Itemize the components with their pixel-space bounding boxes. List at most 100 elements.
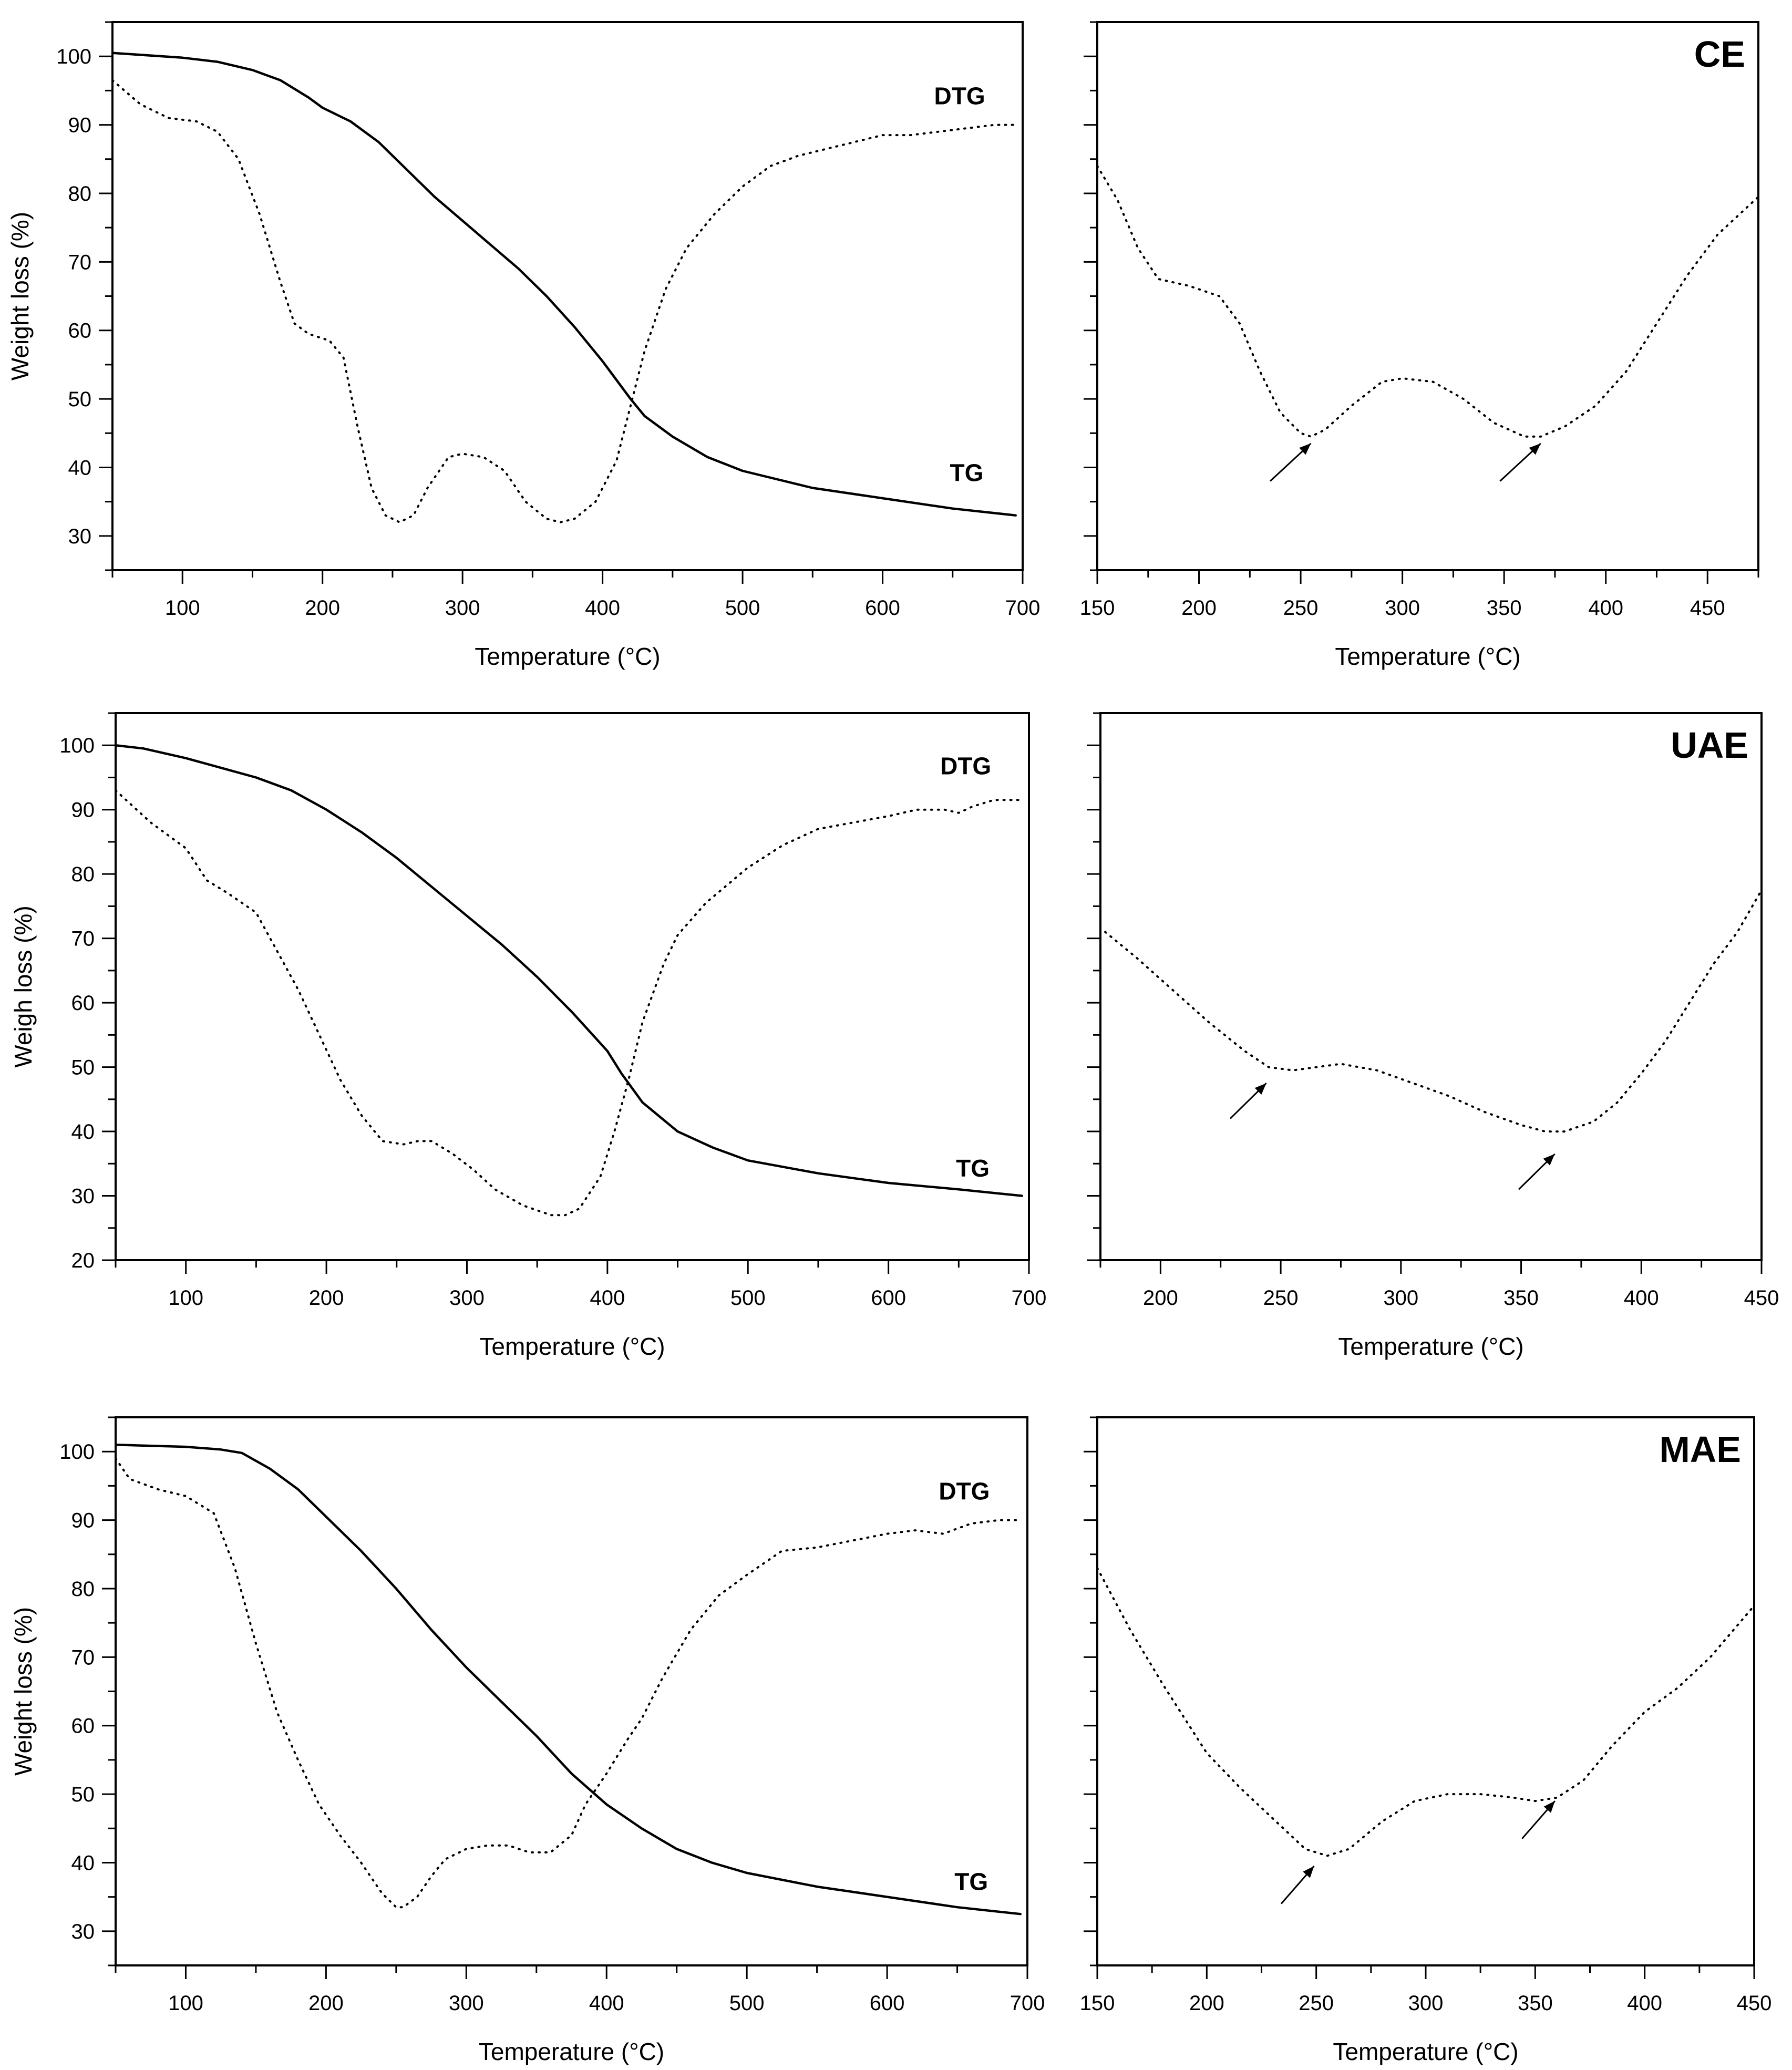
ce-main-x-tick-label: 700 [1005, 596, 1041, 620]
ce-zoom-panel-label: CE [1694, 34, 1745, 75]
uae-main-y-tick-label: 70 [71, 928, 95, 951]
ce-main-x-tick-label: 600 [865, 596, 900, 620]
mae-main-x-tick-label: 300 [449, 1992, 484, 2015]
mae-main-x-tick-label: 700 [1010, 1992, 1045, 2015]
uae-zoom-x-tick-label: 450 [1744, 1286, 1779, 1310]
ce-main-x-tick-label: 500 [725, 596, 760, 620]
uae-zoom-frame [1099, 712, 1763, 1261]
ce-main-x-tick-label: 400 [585, 596, 620, 620]
ce-zoom-x-tick-label: 200 [1181, 596, 1217, 620]
uae-zoom-panel-label: UAE [1671, 725, 1748, 766]
mae-main-y-tick-label: 70 [71, 1646, 95, 1669]
mae-zoom-x-tick-label: 300 [1408, 1992, 1444, 2015]
mae-main-series-label-tg: TG [954, 1868, 988, 1896]
ce-zoom-arrow-1 [1269, 442, 1312, 482]
ce-zoom-x-axis-title: Temperature (°C) [1335, 643, 1520, 670]
mae-main-y-tick-label: 90 [71, 1509, 95, 1532]
ce-main-x-tick-label: 200 [305, 596, 340, 620]
ce-main-x-axis-title: Temperature (°C) [475, 643, 660, 670]
ce-main-y-tick-label: 80 [68, 182, 92, 205]
uae-main-x-tick-label: 300 [449, 1286, 485, 1310]
mae-main-y-tick-label: 30 [71, 1920, 95, 1943]
uae-main-series-dtg [116, 789, 1023, 1217]
uae-main-y-tick-label: 60 [71, 992, 95, 1015]
uae-main-y-tick-label: 50 [71, 1056, 95, 1079]
uae-zoom-series-dtg-detail [1104, 889, 1762, 1133]
uae-zoom-x-tick-label: 400 [1624, 1286, 1659, 1310]
uae-main-x-tick-label: 600 [871, 1286, 906, 1310]
mae-main-series-dtg [116, 1457, 1022, 1909]
mae-main-x-tick-label: 200 [308, 1992, 344, 2015]
ce-zoom-arrow-2 [1499, 442, 1541, 482]
ce-zoom-x-tick-label: 350 [1487, 596, 1522, 620]
uae-main-x-axis-title: Temperature (°C) [479, 1333, 665, 1360]
uae-main-y-tick-label: 40 [71, 1120, 95, 1144]
ce-zoom-x-tick-label: 250 [1283, 596, 1319, 620]
mae-main-y-tick-label: 100 [59, 1440, 95, 1464]
uae-zoom-x-tick-label: 250 [1263, 1286, 1299, 1310]
uae-zoom-x-tick-label: 350 [1503, 1286, 1539, 1310]
mae-main-y-axis-title: Weight loss (%) [9, 1607, 37, 1776]
mae-zoom-x-tick-label: 200 [1189, 1992, 1224, 2015]
uae-main-y-tick-label: 30 [71, 1185, 95, 1208]
ce-main-x-tick-label: 300 [445, 596, 480, 620]
ce-zoom-x-tick-label: 450 [1690, 596, 1725, 620]
uae-main-x-tick-label: 700 [1012, 1286, 1047, 1310]
uae-main-y-tick-label: 90 [71, 799, 95, 822]
ce-zoom-x-tick-label: 300 [1385, 596, 1420, 620]
mae-main-x-tick-label: 100 [168, 1992, 203, 2015]
mae-main-x-axis-title: Temperature (°C) [479, 2038, 664, 2065]
uae-main-y-tick-label: 100 [59, 734, 95, 757]
mae-zoom-x-axis-title: Temperature (°C) [1333, 2038, 1518, 2065]
ce-main-y-tick-label: 90 [68, 114, 92, 137]
mae-zoom-arrow-1 [1280, 1865, 1315, 1904]
uae-zoom-arrow-1 [1229, 1083, 1267, 1119]
uae-main-x-tick-label: 200 [309, 1286, 344, 1310]
uae-zoom-x-tick-label: 200 [1143, 1286, 1178, 1310]
uae-zoom-panel: 200 250 300 350 400 450 Temperature (°C) UAE [1087, 712, 1779, 1360]
mae-main-y-tick-label: 60 [71, 1715, 95, 1738]
ce-main-y-tick-label: 60 [68, 320, 92, 343]
uae-main-y-tick-label: 80 [71, 863, 95, 886]
mae-main-series-label-dtg: DTG [939, 1477, 990, 1505]
uae-zoom-x-tick-label: 300 [1383, 1286, 1418, 1310]
mae-main-series-tg [116, 1443, 1022, 1915]
uae-main-series-label-tg: TG [956, 1155, 990, 1182]
mae-zoom-x-tick-label: 400 [1627, 1992, 1662, 2015]
ce-main-y-tick-label: 40 [68, 456, 92, 479]
mae-zoom-panel: 150 200 250 300 350 400 450 Temperature (°C) MAE [1080, 1416, 1772, 2065]
ce-zoom-series-dtg-detail [1097, 164, 1758, 438]
ce-main-y-tick-label: 70 [68, 251, 92, 274]
ce-main-series-dtg [112, 79, 1017, 523]
mae-zoom-x-tick-label: 250 [1299, 1992, 1334, 2015]
ce-zoom-x-tick-label: 150 [1080, 596, 1115, 620]
ce-main-x-tick-label: 100 [165, 596, 200, 620]
mae-main-x-tick-label: 600 [870, 1992, 905, 2015]
mae-zoom-x-tick-label: 450 [1737, 1992, 1772, 2015]
mae-zoom-series-dtg-detail [1097, 1567, 1754, 1857]
mae-main-y-tick-label: 80 [71, 1578, 95, 1601]
mae-zoom-x-tick-label: 350 [1518, 1992, 1553, 2015]
mae-main-y-tick-label: 40 [71, 1851, 95, 1875]
uae-main-y-tick-label: 20 [71, 1249, 95, 1272]
ce-main-series-label-dtg: DTG [934, 82, 985, 109]
mae-main-panel: 100 200 300 400 500 600 700 30 40 50 60 70 80 90 100 Te… [9, 1416, 1045, 2065]
mae-zoom-panel-label: MAE [1659, 1429, 1741, 1470]
mae-main-x-tick-label: 500 [729, 1992, 765, 2015]
mae-zoom-x-tick-label: 150 [1080, 1992, 1115, 2015]
ce-main-panel: 100 200 300 400 500 600 700 30 40 50 60 70 80 90 100 Te… [6, 21, 1041, 670]
uae-main-x-tick-label: 500 [730, 1286, 766, 1310]
uae-main-series-label-dtg: DTG [940, 752, 991, 779]
ce-zoom-panel: 150 200 250 300 350 400 450 Temperature (°C) CE [1080, 21, 1759, 670]
ce-main-y-tick-label: 100 [56, 45, 91, 68]
uae-main-panel: 100 200 300 400 500 600 700 20 30 40 50 60 70 80 90 100… [9, 712, 1047, 1360]
uae-main-series-tg [116, 744, 1023, 1197]
uae-main-y-axis-title: Weigh loss (%) [9, 905, 37, 1067]
mae-main-y-tick-label: 50 [71, 1783, 95, 1806]
uae-main-x-tick-label: 100 [168, 1286, 203, 1310]
ce-main-y-tick-label: 50 [68, 388, 92, 411]
mae-main-x-tick-label: 400 [589, 1992, 624, 2015]
uae-zoom-x-axis-title: Temperature (°C) [1338, 1333, 1523, 1360]
ce-zoom-x-tick-label: 400 [1588, 596, 1623, 620]
